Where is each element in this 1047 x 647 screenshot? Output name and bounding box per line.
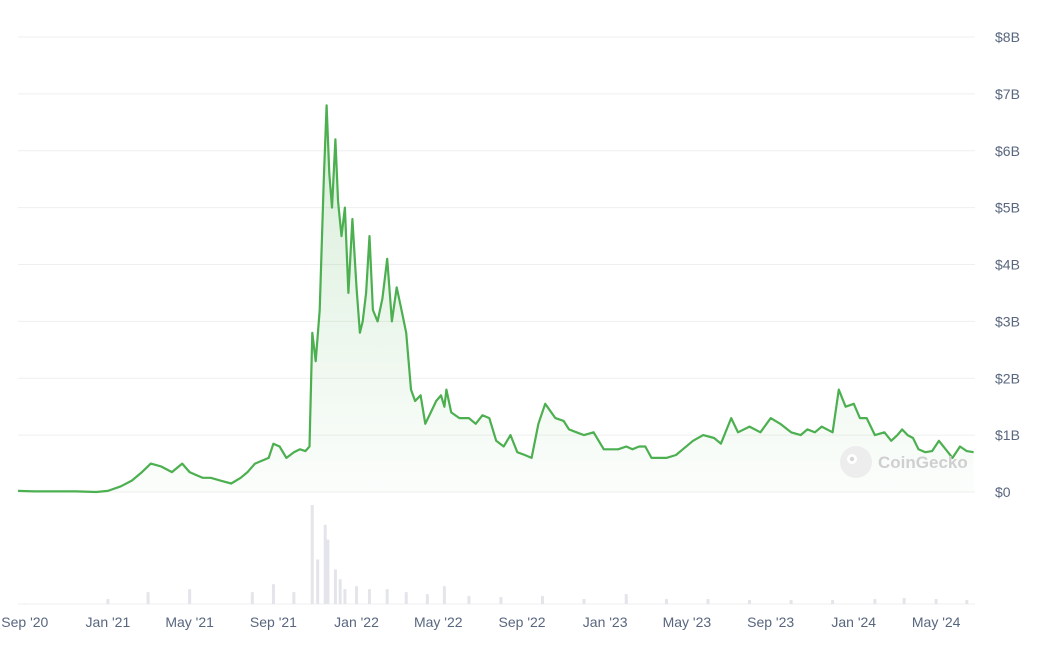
volume-bar	[310, 505, 314, 604]
volume-bar	[271, 584, 275, 604]
volume-bar	[706, 599, 710, 604]
volume-bar	[385, 589, 389, 604]
y-tick-label: $5B	[995, 200, 1020, 216]
volume-bar	[106, 599, 110, 604]
volume-bar	[355, 586, 359, 604]
volume-bar	[316, 559, 320, 604]
volume-bar	[934, 599, 938, 604]
volume-bar	[367, 589, 371, 604]
x-tick-label: Jan '22	[334, 614, 379, 630]
x-tick-label: Sep '22	[499, 614, 546, 630]
volume-bar	[338, 579, 342, 604]
y-tick-label: $6B	[995, 143, 1020, 159]
volume-bar	[467, 596, 471, 604]
volume-bar	[326, 539, 330, 604]
x-tick-label: Sep '21	[250, 614, 297, 630]
watermark-text: CoinGecko	[878, 453, 968, 472]
x-tick-label: May '23	[663, 614, 712, 630]
x-tick-label: May '24	[912, 614, 961, 630]
coingecko-watermark: CoinGecko	[840, 446, 968, 478]
volume-bar	[188, 589, 192, 604]
y-tick-label: $2B	[995, 370, 1020, 386]
y-tick-label: $1B	[995, 427, 1020, 443]
volume-bar	[343, 589, 347, 604]
y-tick-label: $7B	[995, 86, 1020, 102]
volume-bar	[333, 569, 337, 604]
series-area	[18, 105, 974, 493]
x-tick-label: May '22	[414, 614, 463, 630]
volume-bar	[404, 592, 408, 604]
series-line	[17, 104, 974, 494]
x-tick-label: Sep '23	[747, 614, 794, 630]
x-tick-label: Sep '20	[1, 614, 48, 630]
volume-bar	[624, 594, 628, 604]
x-tick-label: Jan '21	[86, 614, 131, 630]
y-tick-label: $3B	[995, 313, 1020, 329]
volume-bar	[425, 594, 429, 604]
volume-bar	[582, 599, 586, 604]
x-tick-label: May '21	[165, 614, 214, 630]
volume-bar	[250, 592, 254, 604]
x-tick-label: Jan '23	[583, 614, 628, 630]
y-tick-label: $0	[995, 484, 1011, 500]
volume-bar	[902, 598, 906, 604]
volume-bar	[442, 586, 446, 604]
volume-bar	[292, 592, 296, 604]
x-tick-label: Jan '24	[831, 614, 876, 630]
volume-bar	[323, 524, 327, 604]
volume-bar	[540, 596, 544, 604]
volume-bar	[831, 600, 835, 604]
volume-bar	[499, 597, 503, 604]
volume-bar	[748, 600, 752, 604]
volume-bar	[789, 600, 793, 604]
y-tick-label: $8B	[995, 29, 1020, 45]
volume-bar	[664, 599, 668, 604]
volume-bar	[23, 604, 27, 605]
volume-bar	[965, 600, 969, 604]
volume-bar	[873, 599, 877, 604]
volume-bar	[146, 592, 150, 604]
y-tick-label: $4B	[995, 257, 1020, 273]
